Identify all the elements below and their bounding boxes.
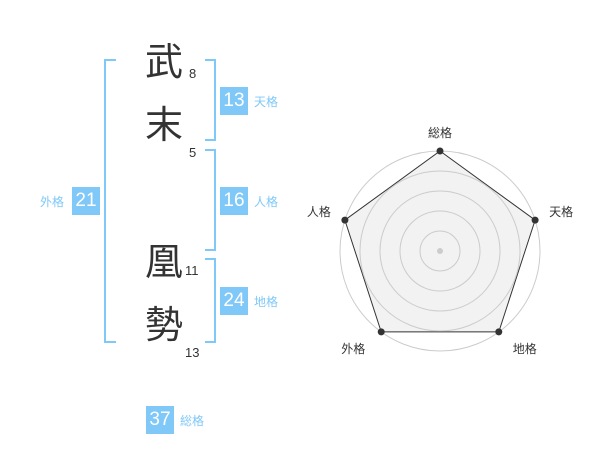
radar-ring — [399, 210, 481, 292]
name-char-3: 凰 — [144, 240, 183, 284]
radar-ring — [379, 190, 501, 312]
tenkaku-label: 天格 — [254, 95, 279, 109]
radar-point — [377, 328, 385, 336]
chikaku-value: 24 — [220, 287, 248, 315]
name-char-2: 末 — [144, 103, 183, 147]
radar-point — [436, 147, 444, 155]
stroke-count-3: 11 — [185, 263, 199, 278]
gaikaku-label: 外格 — [40, 195, 65, 209]
radar-axis-label: 地格 — [513, 341, 537, 356]
name-char-4: 勢 — [144, 303, 183, 347]
jinkaku-value: 16 — [220, 187, 248, 215]
chikaku-label: 地格 — [254, 295, 279, 309]
stroke-count-2: 5 — [189, 145, 197, 160]
name-char-1: 武 — [144, 40, 183, 84]
radar-ring — [359, 170, 521, 332]
radar-center — [437, 248, 443, 254]
chikaku-bracket — [205, 258, 216, 343]
tenkaku-bracket — [205, 59, 216, 141]
radar-axis-label: 人格 — [307, 204, 331, 219]
soukaku-label: 総格 — [180, 414, 205, 428]
jinkaku-bracket — [205, 149, 216, 251]
radar-axis-label: 外格 — [341, 341, 365, 356]
jinkaku-label: 人格 — [254, 195, 279, 209]
stroke-count-4: 13 — [185, 345, 200, 360]
soukaku-value: 37 — [146, 406, 174, 434]
radar-axis-label: 総格 — [428, 125, 452, 140]
radar-point — [531, 216, 539, 224]
radar-point — [341, 216, 349, 224]
gaikaku-value: 21 — [72, 187, 100, 215]
radar-point — [495, 328, 503, 336]
stroke-count-1: 8 — [189, 66, 197, 81]
radar-axis-label: 天格 — [549, 204, 573, 219]
radar-ring — [419, 230, 461, 272]
tenkaku-value: 13 — [220, 87, 248, 115]
radar-area — [344, 150, 536, 333]
gaikaku-bracket — [104, 59, 116, 343]
